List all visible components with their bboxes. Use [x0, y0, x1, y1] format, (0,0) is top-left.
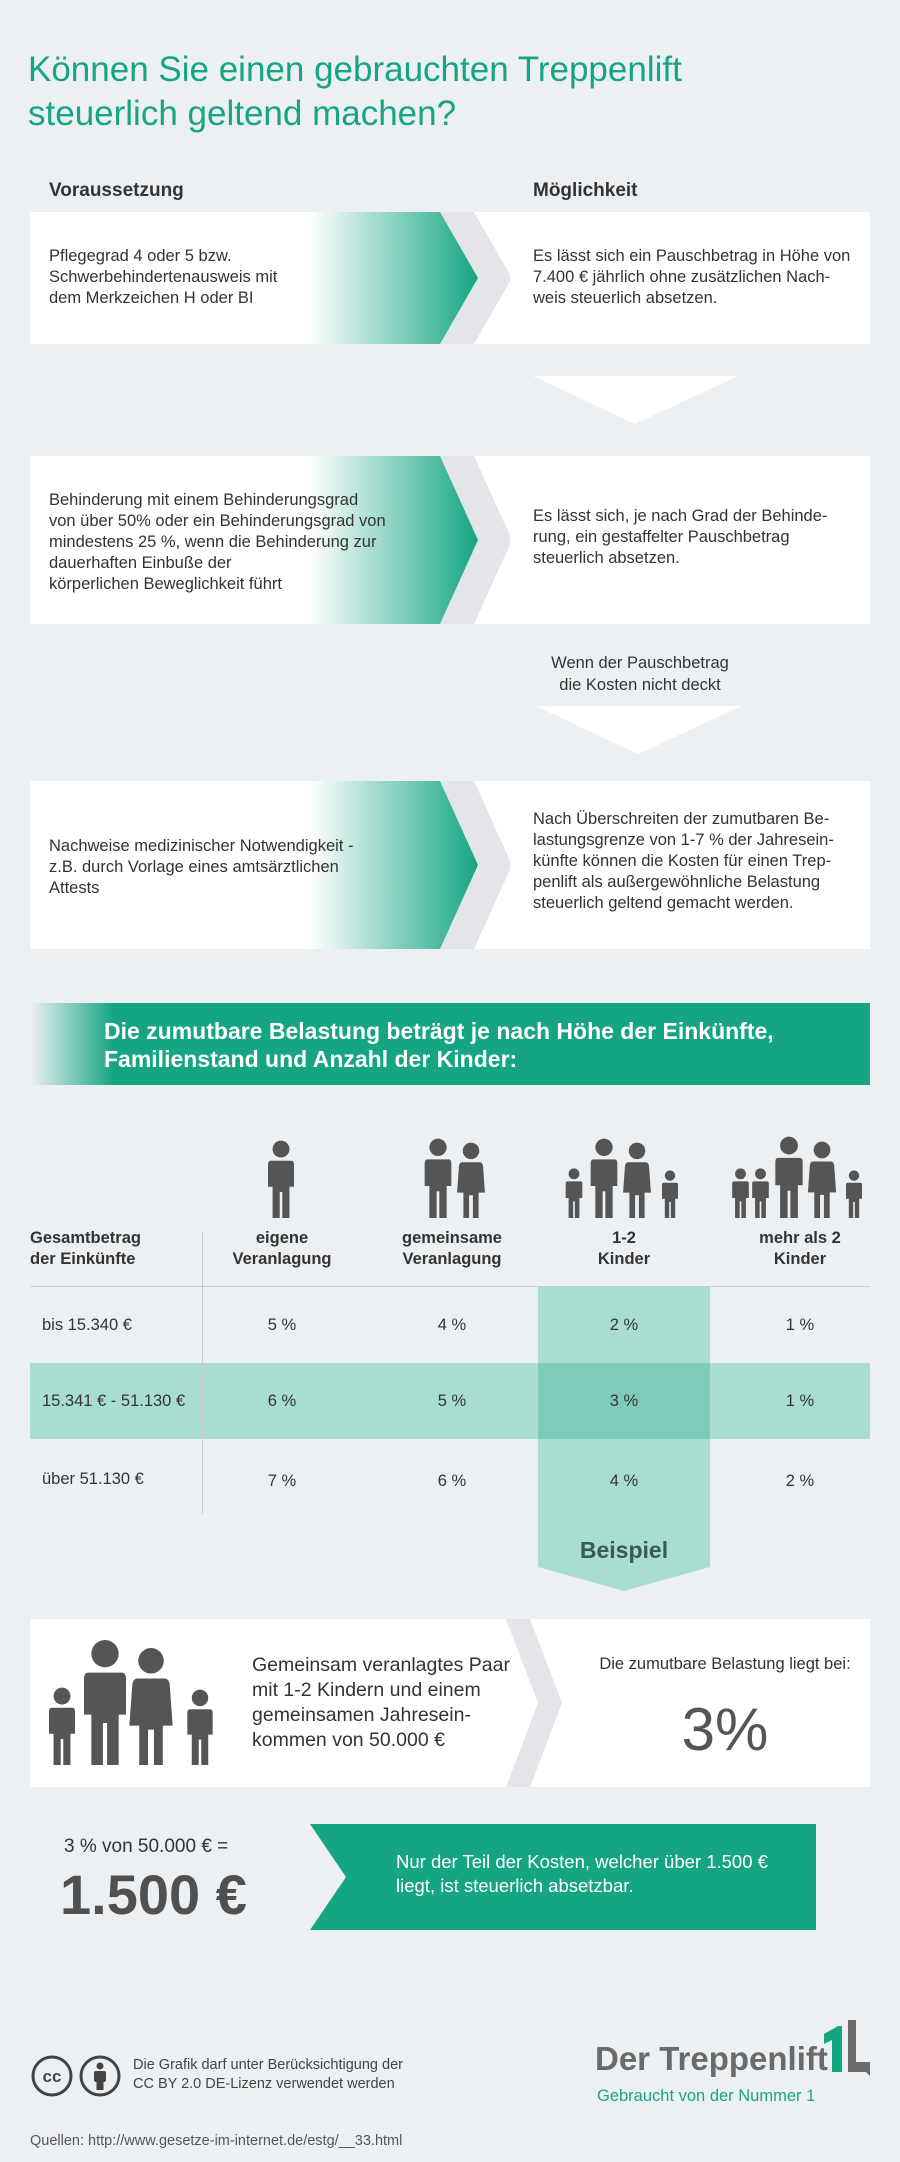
deductible-note-background [310, 1824, 816, 1930]
highlighted-row-band [30, 1363, 870, 1439]
column-heading-moeglichkeit: Möglichkeit [533, 180, 638, 201]
license-text: Die Grafik darf unter Berücksichtigung d… [133, 2057, 403, 2092]
sources-link[interactable]: Quellen: http://www.gesetze-im-internet.… [30, 2133, 403, 2149]
table-cell: 1 % [785, 1316, 815, 1334]
page-title: Können Sie einen gebrauchten Treppenlift… [28, 48, 848, 136]
example-percent: 3% [681, 1696, 769, 1763]
title-line-2: steuerlich geltend machen? [28, 94, 457, 133]
table-cell: 3 % [609, 1392, 639, 1410]
table-row-income: 15.341 € - 51.130 € [42, 1392, 186, 1410]
couple-icon [424, 1138, 485, 1218]
possibility-text-2: Es lässt sich, je nach Grad der Behinde-… [533, 507, 828, 567]
arrow-right-icon [310, 212, 510, 344]
arrow-right-icon [310, 456, 510, 624]
banner-text: Die zumutbare Belastung beträgt je nach … [104, 1018, 774, 1072]
table-column-header: eigene Veranlagung [232, 1229, 332, 1268]
deductible-note-box: Nur der Teil der Kosten, welcher über 1.… [310, 1824, 816, 1930]
table-cell: 1 % [785, 1392, 815, 1410]
brand-name: Der Treppenlift [595, 2040, 828, 2077]
possibility-text-1: Es lässt sich ein Pauschbetrag in Höhe v… [533, 247, 851, 307]
down-arrow-icon [533, 376, 738, 424]
arrow-right-icon [310, 781, 510, 949]
condition-text-1: Pflegegrad 4 oder 5 bzw. Schwerbehindert… [49, 247, 278, 307]
table-cell: 2 % [609, 1316, 639, 1334]
table-cell: 4 % [609, 1472, 639, 1490]
condition-card-1: Pflegegrad 4 oder 5 bzw. Schwerbehindert… [30, 212, 870, 344]
brand-logo [824, 2020, 870, 2076]
table-row-header: Gesamtbetrag der Einkünfte [30, 1229, 141, 1268]
beispiel-label: Beispiel [579, 1537, 669, 1563]
calculation-result: 1.500 € [60, 1863, 247, 1926]
svg-text:cc: cc [43, 2067, 62, 2086]
highlighted-cell [538, 1363, 710, 1439]
table-cell: 6 % [437, 1472, 467, 1490]
family-two-kids-icon [565, 1138, 678, 1218]
condition-text-3: Nachweise medizinischer Notwendigkeit - … [49, 837, 354, 897]
beispiel-tag [538, 1555, 710, 1591]
family-three-kids-icon [732, 1136, 862, 1218]
table-row-income: bis 15.340 € [42, 1316, 132, 1334]
arrow-right-icon [506, 1619, 562, 1787]
down-arrow-icon [536, 706, 741, 754]
belastung-banner: Die zumutbare Belastung beträgt je nach … [30, 1003, 870, 1085]
table-column-header: mehr als 2 Kinder [759, 1229, 841, 1268]
deductible-note-text: Nur der Teil der Kosten, welcher über 1.… [396, 1851, 768, 1896]
table-header-divider [30, 1286, 870, 1287]
table-column-header: 1-2 Kinder [597, 1229, 651, 1268]
table-cell: 5 % [437, 1392, 467, 1410]
column-heading-voraussetzung: Voraussetzung [49, 180, 184, 201]
banner-background [30, 1003, 870, 1085]
table-cell: 6 % [267, 1392, 297, 1410]
condition-card-3: Nachweise medizinischer Notwendigkeit - … [30, 781, 870, 949]
condition-card-2: Behinderung mit einem Behinderungsgrad v… [30, 456, 870, 624]
example-card: Gemeinsam veranlagtes Paar mit 1-2 Kinde… [30, 1619, 870, 1787]
single-person-icon [268, 1140, 294, 1218]
family-two-kids-icon [49, 1640, 213, 1765]
cc-icon: cc [31, 2055, 73, 2097]
example-belastung-label: Die zumutbare Belastung liegt bei: [599, 1655, 851, 1673]
table-column-header: gemeinsame Veranlagung [402, 1229, 502, 1268]
table-cell: 7 % [267, 1472, 297, 1490]
table-column-divider [202, 1232, 203, 1514]
table-cell: 2 % [785, 1472, 815, 1490]
condition-text-2: Behinderung mit einem Behinderungsgrad v… [49, 491, 386, 593]
brand-slogan: Gebraucht von der Nummer 1 [597, 2087, 816, 2105]
table-cell: 5 % [267, 1316, 297, 1334]
table-cell: 4 % [437, 1316, 467, 1334]
by-attribution-icon [79, 2055, 121, 2097]
example-description: Gemeinsam veranlagtes Paar mit 1-2 Kinde… [252, 1654, 510, 1751]
table-row-income: über 51.130 € [42, 1470, 144, 1488]
calculation-formula: 3 % von 50.000 € = [64, 1836, 229, 1857]
title-line-1: Können Sie einen gebrauchten Treppenlift [28, 50, 682, 89]
possibility-text-3: Nach Überschreiten der zumutbaren Be- la… [533, 810, 834, 912]
pauschbetrag-note: Wenn der Pauschbetrag die Kosten nicht d… [551, 654, 729, 694]
